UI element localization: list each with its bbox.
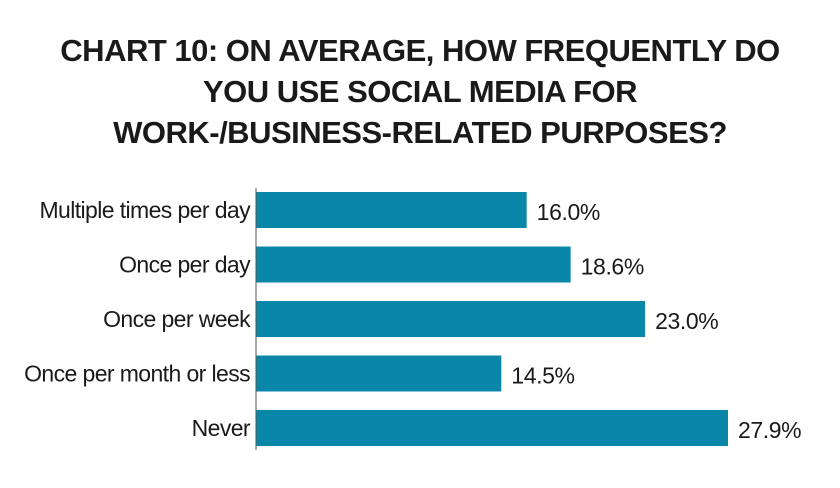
chart-title: CHART 10: ON AVERAGE, HOW FREQUENTLY DO … (0, 30, 840, 153)
category-label-2: Once per week (103, 306, 251, 332)
bar-1 (256, 246, 571, 283)
value-labels-group: 16.0% 18.6% 23.0% 14.5% 27.9% (511, 199, 801, 443)
bars-group (256, 192, 728, 446)
bar-4 (256, 410, 728, 446)
category-label-0: Multiple times per day (40, 197, 252, 223)
value-label-0: 16.0% (537, 199, 600, 225)
category-label-1: Once per day (119, 252, 251, 278)
category-label-4: Never (192, 415, 251, 441)
bar-3 (256, 355, 502, 392)
chart-title-line-3: WORK-/BUSINESS-RELATED PURPOSES? (113, 115, 727, 150)
value-label-1: 18.6% (581, 254, 644, 280)
value-label-3: 14.5% (511, 363, 574, 389)
value-label-4: 27.9% (738, 417, 801, 443)
value-label-2: 23.0% (655, 308, 718, 334)
bar-0 (256, 192, 527, 228)
chart-title-line-2: YOU USE SOCIAL MEDIA FOR (202, 74, 638, 109)
category-label-3: Once per month or less (24, 361, 250, 387)
bar-2 (256, 301, 646, 337)
category-labels-group: Multiple times per day Once per day Once p… (24, 197, 252, 441)
chart-title-line-1: CHART 10: ON AVERAGE, HOW FREQUENTLY DO (60, 33, 780, 68)
